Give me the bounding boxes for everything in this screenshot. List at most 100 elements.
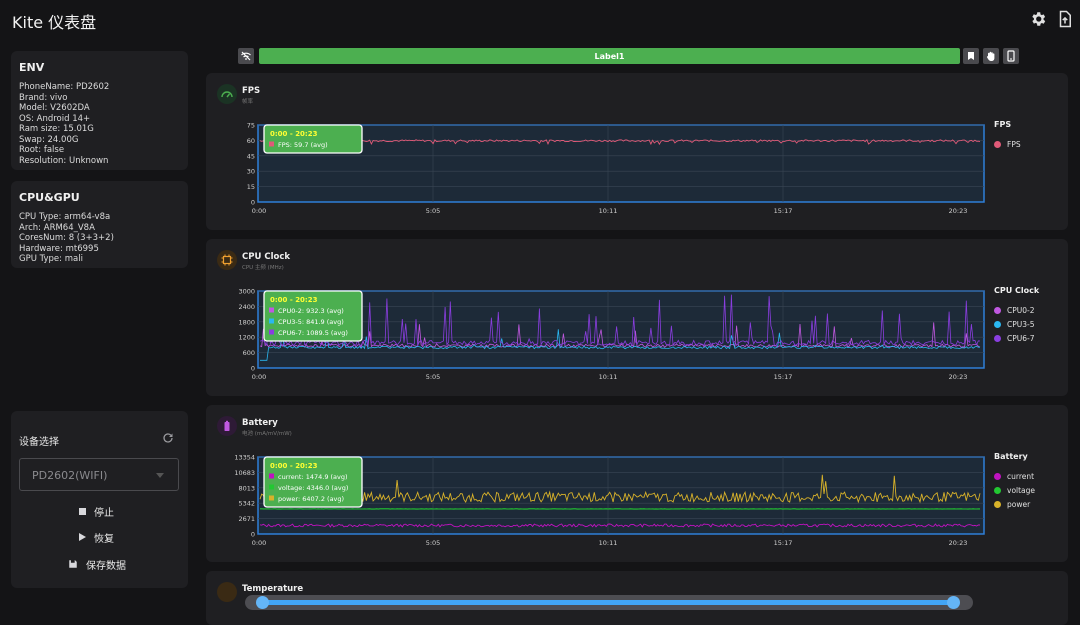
hand-tool-button[interactable] bbox=[983, 48, 999, 64]
resume-label: 恢复 bbox=[94, 533, 114, 545]
tooltip-line: FPS: 59.7 (avg) bbox=[278, 141, 328, 149]
tooltip-line: power: 6407.2 (avg) bbox=[278, 495, 344, 503]
x-tick-label: 5:05 bbox=[426, 373, 441, 381]
fps-subtitle: 帧率 bbox=[242, 99, 254, 105]
app-title: Kite 仪表盘 bbox=[12, 13, 97, 32]
x-tick-label: 15:17 bbox=[774, 539, 793, 547]
x-tick-label: 20:23 bbox=[949, 207, 968, 215]
current-series bbox=[259, 523, 980, 528]
tooltip-marker bbox=[269, 318, 274, 324]
tooltip-line: current: 1474.9 (avg) bbox=[278, 473, 348, 481]
y-tick-label: 1800 bbox=[238, 318, 255, 326]
y-tick-label: 2400 bbox=[238, 303, 255, 311]
y-tick-label: 0 bbox=[251, 531, 255, 539]
fps-series bbox=[259, 139, 981, 146]
legend-dot-cpu0 bbox=[994, 306, 1001, 314]
legend-label: FPS bbox=[1007, 139, 1021, 149]
refresh-icon[interactable] bbox=[162, 432, 174, 444]
label-bar[interactable]: Label1 bbox=[259, 48, 960, 64]
cpu-gpu-line: CoresNum: 8 (3+3+2) bbox=[19, 233, 114, 243]
env-line: Root: false bbox=[19, 145, 65, 155]
legend-item-cpu3[interactable]: CPU3-5 bbox=[994, 317, 1039, 331]
slider-start-handle[interactable] bbox=[256, 596, 269, 609]
export-file-icon[interactable] bbox=[1056, 10, 1074, 28]
slider-end-handle[interactable] bbox=[947, 596, 960, 609]
y-tick-label: 45 bbox=[247, 152, 255, 160]
legend-item-fps[interactable]: FPS bbox=[994, 137, 1021, 151]
cpu0-2-series bbox=[259, 322, 981, 349]
legend-item-voltage[interactable]: voltage bbox=[994, 483, 1035, 497]
battery-legend-title: Battery bbox=[994, 452, 1028, 461]
tooltip-time: 0:00 - 20:23 bbox=[270, 130, 318, 138]
battery-chart[interactable]: 0 2671 5342 8013 10683 13354 0:00 5:05 10:11 15:1… bbox=[206, 405, 986, 550]
device-select[interactable]: PD2602(WIFI) bbox=[19, 458, 179, 491]
fps-legend: FPS FPS bbox=[994, 120, 1021, 151]
legend-label: voltage bbox=[1007, 485, 1036, 495]
chevron-down-icon bbox=[156, 473, 164, 478]
legend-item-power[interactable]: power bbox=[994, 497, 1035, 511]
power-series bbox=[259, 474, 981, 504]
env-line: PhoneName: PD2602 bbox=[19, 82, 110, 92]
cpu-clock-panel: CPU Clock CPU 主频 (MHz) 0 600 1200 1800 2400 3… bbox=[206, 239, 1068, 396]
legend-label: CPU3-5 bbox=[1007, 319, 1035, 329]
legend-dot-power bbox=[994, 500, 1001, 508]
hand-icon bbox=[986, 51, 995, 61]
battery-subtitle: 电池 (mA/mV/mW) bbox=[242, 431, 292, 437]
plot-area bbox=[257, 290, 985, 369]
cpu-gpu-title: CPU&GPU bbox=[19, 191, 80, 204]
x-tick-label: 20:23 bbox=[949, 373, 968, 381]
legend-item-current[interactable]: current bbox=[994, 469, 1035, 483]
tooltip-line: voltage: 4346.0 (avg) bbox=[278, 484, 348, 492]
save-data-button[interactable]: 保存数据 bbox=[68, 554, 126, 574]
y-tick-label: 2671 bbox=[238, 515, 255, 523]
tooltip-marker bbox=[269, 484, 274, 490]
tooltip-marker bbox=[269, 473, 274, 479]
cpu-gpu-line: Arch: ARM64_V8A bbox=[19, 222, 95, 233]
legend-label: CPU0-2 bbox=[1007, 305, 1035, 315]
thermometer-icon bbox=[217, 582, 237, 602]
env-line: Model: V2602DA bbox=[19, 103, 90, 113]
battery-icon bbox=[217, 416, 237, 436]
legend-dot-current bbox=[994, 472, 1001, 480]
fps-chart[interactable]: 0 15 30 45 60 75 0:00 5:05 10:11 15:17 20:23 0:00 -… bbox=[206, 73, 986, 218]
cpu-gpu-line: CPU Type: arm64-v8a bbox=[19, 212, 111, 222]
x-tick-label: 10:11 bbox=[599, 539, 618, 547]
legend-dot-voltage bbox=[994, 486, 1001, 494]
y-tick-label: 0 bbox=[251, 199, 255, 207]
tooltip-marker bbox=[269, 329, 274, 335]
x-tick-label: 0:00 bbox=[252, 207, 267, 215]
tooltip-box bbox=[263, 290, 363, 342]
env-title: ENV bbox=[19, 61, 45, 74]
tooltip-time: 0:00 - 20:23 bbox=[270, 296, 318, 304]
settings-gear-icon[interactable] bbox=[1029, 10, 1047, 28]
legend-item-cpu6[interactable]: CPU6-7 bbox=[994, 331, 1039, 345]
y-tick-label: 10683 bbox=[234, 469, 255, 477]
stop-button[interactable]: 停止 bbox=[79, 501, 114, 521]
battery-title: Battery bbox=[242, 418, 278, 428]
y-tick-label: 0 bbox=[251, 365, 255, 373]
wifi-off-icon bbox=[241, 51, 251, 61]
bookmark-icon bbox=[968, 52, 974, 60]
legend-item-cpu0[interactable]: CPU0-2 bbox=[994, 303, 1039, 317]
phone-icon bbox=[1007, 50, 1015, 62]
bookmark-button[interactable] bbox=[963, 48, 979, 64]
env-line: Ram size: 15.01G bbox=[19, 124, 94, 134]
device-screen-button[interactable] bbox=[1003, 48, 1019, 64]
cpu-chip-icon bbox=[217, 250, 237, 270]
save-icon bbox=[69, 560, 77, 568]
tooltip-marker bbox=[269, 141, 274, 147]
cpu6-7-series bbox=[259, 294, 981, 347]
cpu-gpu-line: Hardware: mt6995 bbox=[19, 243, 99, 254]
x-tick-label: 0:00 bbox=[252, 539, 267, 547]
resume-button[interactable]: 恢复 bbox=[79, 527, 114, 547]
env-line: OS: Android 14+ bbox=[19, 113, 91, 124]
cpu-clock-chart[interactable]: 0 600 1200 1800 2400 3000 0:00 5:05 10:11 15:17 20… bbox=[206, 239, 986, 384]
save-data-label: 保存数据 bbox=[86, 560, 126, 572]
y-tick-label: 1200 bbox=[238, 334, 255, 342]
wifi-toggle-button[interactable] bbox=[238, 48, 254, 64]
cpu-gpu-line: GPU Type: mali bbox=[19, 254, 83, 264]
env-line: Swap: 24.00G bbox=[19, 134, 79, 145]
time-range-slider[interactable] bbox=[245, 595, 973, 610]
tooltip-box bbox=[263, 456, 363, 508]
